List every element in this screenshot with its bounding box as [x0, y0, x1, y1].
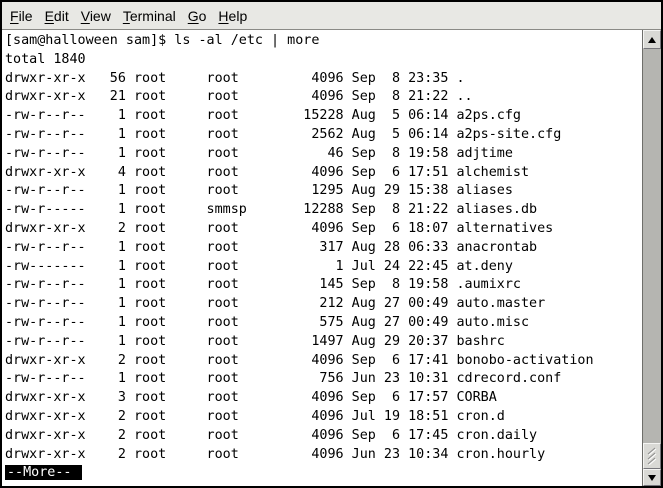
more-prompt: --More-- [5, 465, 82, 481]
terminal-line: -rw-r--r-- 1 root root 145 Sep 8 19:58 .… [5, 277, 521, 293]
scrollbar-grip-icon [647, 447, 657, 465]
menu-view[interactable]: View [80, 7, 111, 24]
scroll-down-icon [648, 474, 656, 481]
menu-file[interactable]: File [10, 7, 33, 24]
window-body: [sam@halloween sam]$ ls -al /etc | more t… [2, 30, 661, 486]
terminal-line: -rw-r--r-- 1 root root 317 Aug 28 06:33 … [5, 239, 538, 255]
terminal-line: drwxr-xr-x 4 root root 4096 Sep 6 17:51 … [5, 164, 530, 180]
scrollbar [642, 30, 661, 486]
menu-edit[interactable]: Edit [44, 7, 69, 24]
terminal-line: drwxr-xr-x 2 root root 4096 Sep 6 17:41 … [5, 352, 594, 368]
terminal-output: total 1840 drwxr-xr-x 56 root root 4096 S… [5, 51, 642, 465]
menu-mnemonic: T [122, 7, 130, 24]
terminal-line: -rw-r--r-- 1 root root 1295 Aug 29 15:38… [5, 183, 513, 199]
terminal-line: -rw-r--r-- 1 root root 756 Jun 23 10:31 … [5, 371, 562, 387]
menu-terminal[interactable]: Terminal [122, 7, 176, 24]
terminal-line: -rw-r--r-- 1 root root 2562 Aug 5 06:14 … [5, 126, 562, 142]
terminal-line: drwxr-xr-x 2 root root 4096 Sep 6 17:45 … [5, 427, 538, 443]
scrollbar-thumb[interactable] [643, 443, 661, 469]
terminal-line: -rw-r--r-- 1 root root 46 Sep 8 19:58 ad… [5, 145, 513, 161]
terminal-line: -rw-r--r-- 1 root root 212 Aug 27 00:49 … [5, 296, 546, 312]
terminal-viewport[interactable]: [sam@halloween sam]$ ls -al /etc | more t… [2, 30, 642, 486]
menu-mnemonic: E [44, 7, 54, 24]
terminal-line: -rw-r--r-- 1 root root 1497 Aug 29 20:37… [5, 333, 505, 349]
scrollbar-trough[interactable] [643, 49, 661, 469]
scroll-up-icon [648, 36, 656, 43]
menu-mnemonic: G [187, 7, 199, 24]
command-line: [sam@halloween sam]$ ls -al /etc | more [5, 33, 320, 48]
scrollbar-up-button[interactable] [643, 30, 661, 49]
terminal-line: -rw------- 1 root root 1 Jul 24 22:45 at… [5, 258, 513, 274]
menu-mnemonic: F [10, 7, 19, 24]
menu-mnemonic: H [218, 7, 229, 24]
menu-bar: File Edit View Terminal Go Help [2, 2, 661, 30]
terminal-line: drwxr-xr-x 3 root root 4096 Sep 6 17:57 … [5, 390, 497, 406]
menu-help[interactable]: Help [218, 7, 248, 24]
terminal-line: -rw-r--r-- 1 root root 575 Aug 27 00:49 … [5, 314, 530, 330]
terminal-line: drwxr-xr-x 2 root root 4096 Sep 6 18:07 … [5, 220, 554, 236]
menu-mnemonic: V [80, 7, 90, 24]
scrollbar-down-button[interactable] [643, 469, 661, 486]
terminal-line: drwxr-xr-x 2 root root 4096 Jul 19 18:51… [5, 408, 505, 424]
terminal-line: drwxr-xr-x 2 root root 4096 Jun 23 10:34… [5, 446, 546, 462]
terminal-line: -rw-r----- 1 root smmsp 12288 Sep 8 21:2… [5, 202, 538, 218]
terminal-line: total 1840 [5, 51, 86, 67]
terminal-line: drwxr-xr-x 21 root root 4096 Sep 8 21:22… [5, 89, 473, 105]
menu-go[interactable]: Go [187, 7, 207, 24]
terminal-line: -rw-r--r-- 1 root root 15228 Aug 5 06:14… [5, 108, 521, 124]
terminal-line: drwxr-xr-x 56 root root 4096 Sep 8 23:35… [5, 70, 465, 86]
more-prompt-line: --More-- [5, 464, 642, 483]
